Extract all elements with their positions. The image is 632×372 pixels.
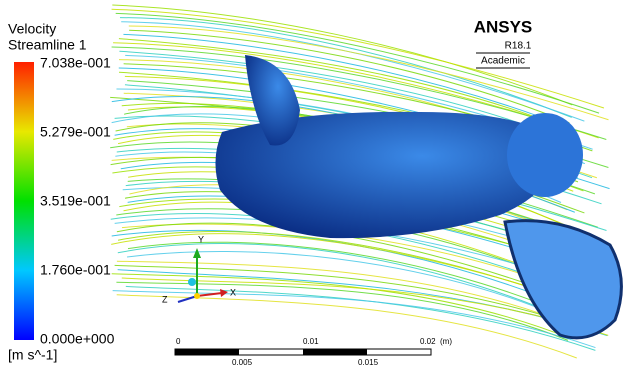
legend-labels: 7.038e-001 5.279e-001 3.519e-001 1.760e-001… bbox=[40, 55, 115, 347]
legend-label: 3.519e-001 bbox=[40, 193, 111, 209]
scale-label: 0.02 bbox=[420, 337, 436, 346]
scale-label: 0.015 bbox=[358, 358, 379, 367]
axis-z: Z bbox=[162, 294, 168, 304]
legend-label: 7.038e-001 bbox=[40, 55, 111, 71]
scale-bar bbox=[175, 349, 431, 355]
streamline bbox=[116, 282, 568, 340]
logo-name: ANSYS bbox=[474, 17, 533, 36]
axis-y: Y bbox=[198, 234, 204, 244]
color-bar bbox=[14, 62, 34, 340]
scale-label: (m) bbox=[440, 337, 452, 346]
scale-label: 0.005 bbox=[232, 358, 253, 367]
scale-label: 0 bbox=[176, 337, 181, 346]
legend-label: 5.279e-001 bbox=[40, 124, 111, 140]
viewport: Velocity Streamline 1 7.038e-001 5.279e-0… bbox=[0, 0, 632, 372]
legend-units: [m s^-1] bbox=[8, 347, 57, 363]
logo-license: Academic bbox=[481, 56, 525, 67]
axis-x: X bbox=[230, 287, 236, 297]
legend-label: 0.000e+000 bbox=[40, 331, 115, 347]
legend-subtitle: Streamline 1 bbox=[8, 37, 87, 53]
logo-version: R18.1 bbox=[505, 41, 532, 52]
legend-title: Velocity bbox=[8, 21, 56, 37]
scale-label: 0.01 bbox=[303, 337, 319, 346]
legend-label: 1.760e-001 bbox=[40, 262, 111, 278]
